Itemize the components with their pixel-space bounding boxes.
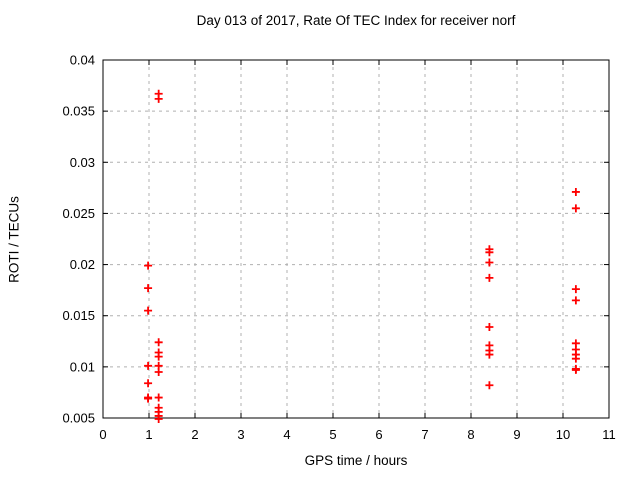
data-point-marker: [154, 94, 163, 103]
data-point-marker: [571, 285, 580, 294]
y-tick-label: 0.01: [70, 359, 95, 374]
data-point-marker: [571, 354, 580, 363]
x-axis-label: GPS time / hours: [304, 453, 408, 468]
data-point-marker: [571, 187, 580, 196]
data-point-marker: [485, 258, 494, 267]
data-point-marker: [144, 379, 153, 388]
data-point-marker: [571, 296, 580, 305]
data-point-marker: [485, 322, 494, 331]
x-tick-label: 11: [602, 427, 616, 442]
data-point-marker: [144, 261, 153, 270]
y-tick-label: 0.02: [70, 257, 95, 272]
data-point-marker: [485, 273, 494, 282]
y-tick-label: 0.015: [62, 308, 95, 323]
data-point-marker: [485, 350, 494, 359]
data-point-marker: [154, 415, 163, 424]
x-tick-label: 9: [513, 427, 520, 442]
data-point-marker: [154, 338, 163, 347]
x-tick-label: 5: [329, 427, 336, 442]
x-tick-label: 6: [375, 427, 382, 442]
y-tick-label: 0.005: [62, 411, 95, 426]
x-tick-label: 10: [556, 427, 570, 442]
data-point-marker: [154, 393, 163, 402]
y-tick-label: 0.04: [70, 53, 95, 68]
y-tick-label: 0.025: [62, 206, 95, 221]
data-point-marker: [485, 248, 494, 257]
data-point-marker: [154, 352, 163, 361]
data-point-marker: [144, 394, 153, 403]
x-tick-label: 0: [99, 427, 106, 442]
data-point-marker: [571, 204, 580, 213]
y-tick-label: 0.035: [62, 104, 95, 119]
data-point-marker: [144, 306, 153, 315]
x-tick-label: 1: [145, 427, 152, 442]
x-tick-label: 3: [237, 427, 244, 442]
plot-border: [102, 59, 610, 419]
data-point-marker: [571, 365, 580, 374]
x-tick-label: 8: [467, 427, 474, 442]
x-tick-label: 7: [421, 427, 428, 442]
data-point-marker: [144, 284, 153, 293]
chart-title: Day 013 of 2017, Rate Of TEC Index for r…: [196, 13, 516, 28]
x-tick-label: 4: [283, 427, 290, 442]
y-tick-label: 0.03: [70, 155, 95, 170]
x-tick-label: 2: [191, 427, 198, 442]
data-point-marker: [154, 367, 163, 376]
data-point-marker: [144, 361, 153, 370]
data-point-marker: [485, 381, 494, 390]
